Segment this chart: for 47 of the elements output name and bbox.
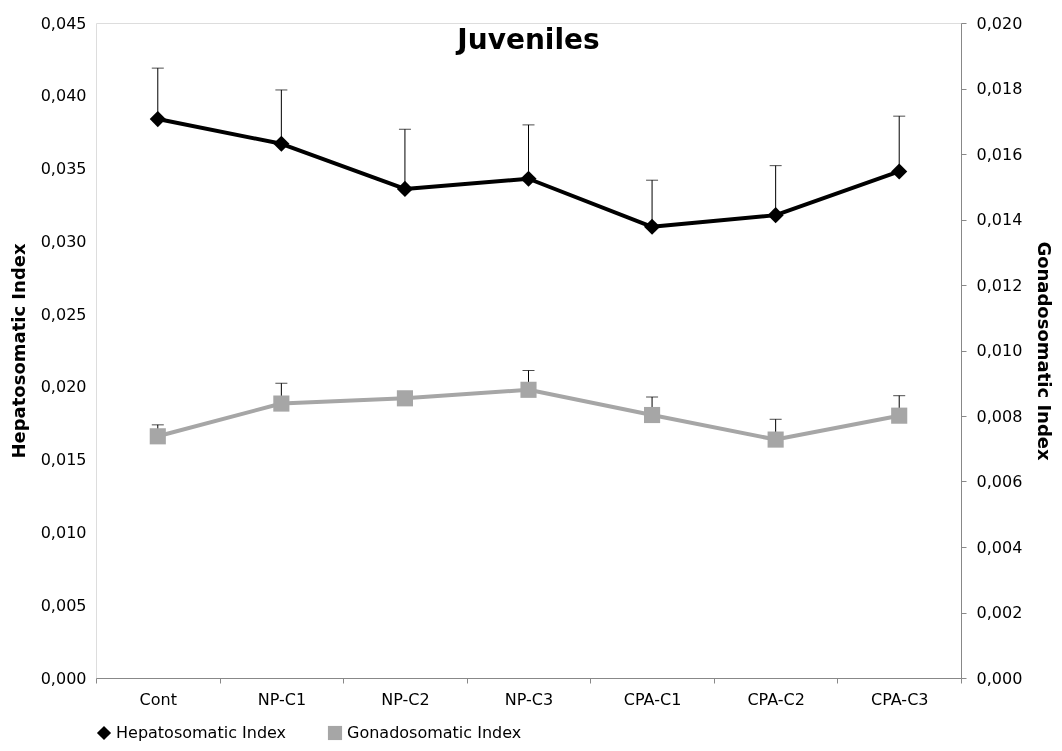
point bbox=[767, 431, 784, 448]
y2-tick-label: 0,008 bbox=[976, 406, 1023, 426]
x-tick-label: NP-C1 bbox=[257, 689, 307, 709]
y2-axis-title: Gonadosomatic Index bbox=[1034, 241, 1056, 462]
y-tick-label: 0,035 bbox=[40, 159, 87, 179]
x-tick-label: CPA-C3 bbox=[870, 689, 929, 709]
y-tick-label: 0,005 bbox=[40, 595, 87, 615]
y2-tick-label: 0,012 bbox=[976, 275, 1023, 295]
y2-tick-label: 0,000 bbox=[976, 668, 1023, 688]
y-tick-label: 0,000 bbox=[40, 668, 87, 688]
point bbox=[396, 390, 413, 407]
y2-tick-label: 0,002 bbox=[976, 603, 1023, 622]
x-tick-label: NP-C3 bbox=[504, 689, 554, 709]
x-tick-label: CPA-C2 bbox=[747, 689, 805, 709]
x-tick-label: CPA-C1 bbox=[623, 689, 682, 709]
point bbox=[644, 218, 661, 235]
legend-label: Gonadosomatic Index bbox=[347, 723, 522, 742]
y2-tick-label: 0,004 bbox=[976, 537, 1023, 557]
point bbox=[149, 428, 166, 445]
point bbox=[891, 407, 908, 424]
x-tick-label: NP-C2 bbox=[381, 689, 430, 709]
x-tick-label: Cont bbox=[139, 689, 177, 709]
point bbox=[891, 163, 908, 180]
y-tick-label: 0,020 bbox=[40, 377, 87, 397]
y-tick-label: 0,010 bbox=[40, 522, 87, 542]
y-tick-label: 0,040 bbox=[40, 86, 87, 106]
y2-tick-label: 0,018 bbox=[976, 79, 1023, 98]
point bbox=[273, 135, 290, 152]
point bbox=[767, 207, 784, 224]
chart-title: Juveniles bbox=[455, 23, 600, 56]
y-tick-label: 0,030 bbox=[40, 231, 87, 251]
point bbox=[520, 381, 537, 398]
point bbox=[396, 180, 413, 197]
point bbox=[273, 395, 290, 412]
legend-label: Hepatosomatic Index bbox=[116, 723, 287, 742]
y-tick-label: 0,015 bbox=[40, 450, 87, 470]
y2-tick-label: 0,014 bbox=[976, 210, 1023, 229]
y2-tick-label: 0,020 bbox=[976, 13, 1023, 33]
y2-tick-label: 0,010 bbox=[976, 341, 1023, 360]
y2-tick-label: 0,016 bbox=[976, 144, 1023, 164]
point bbox=[644, 406, 661, 424]
y-axis-title: Hepatosomatic Index bbox=[7, 243, 29, 459]
y2-tick-label: 0,006 bbox=[976, 472, 1023, 491]
y-tick-label: 0,045 bbox=[40, 13, 87, 33]
point bbox=[520, 170, 537, 187]
point bbox=[149, 111, 166, 128]
y-tick-label: 0,025 bbox=[40, 304, 87, 324]
